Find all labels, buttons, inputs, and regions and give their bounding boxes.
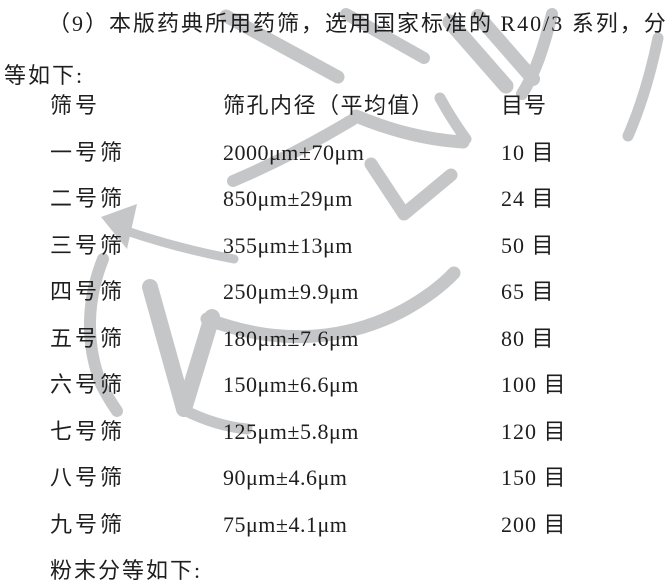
powder-grading-line: 粉末分等如下: xyxy=(50,558,203,583)
sieve-no-cell: 一号筛 xyxy=(50,139,126,165)
aperture-cell: 850μm±29μm xyxy=(223,186,353,211)
mesh-cell: 24 目 xyxy=(501,186,555,211)
mesh-cell: 10 目 xyxy=(501,139,555,165)
mesh-cell: 50 目 xyxy=(501,232,555,258)
aperture-cell: 250μm±9.9μm xyxy=(223,279,359,304)
header-sieve-no-cell: 筛号 xyxy=(50,93,101,118)
aperture-cell: 75μm±4.1μm xyxy=(223,511,348,537)
table-row: 七号筛 125μm±5.8μm 120 目 xyxy=(0,409,665,456)
table-row: 九号筛 75μm±4.1μm 200 目 xyxy=(0,502,665,549)
table-row: 八号筛 90μm±4.6μm 150 目 xyxy=(0,455,665,502)
aperture-cell: 90μm±4.6μm xyxy=(223,465,348,490)
sieve-no-cell: 八号筛 xyxy=(50,465,126,490)
mesh-cell: 100 目 xyxy=(501,372,567,397)
sieve-no-cell: 五号筛 xyxy=(50,325,126,351)
table-row: 一号筛 2000μm±70μm 10 目 xyxy=(0,130,665,177)
table-row: 二号筛 850μm±29μm 24 目 xyxy=(0,176,665,223)
mesh-cell: 200 目 xyxy=(501,511,567,537)
mesh-cell: 65 目 xyxy=(501,279,555,304)
sieve-no-cell: 九号筛 xyxy=(50,511,126,537)
aperture-cell: 125μm±5.8μm xyxy=(223,418,359,444)
header-mesh-cell: 目号 xyxy=(501,93,548,118)
mesh-cell: 120 目 xyxy=(501,418,567,444)
sieve-no-cell: 六号筛 xyxy=(50,372,126,397)
sieve-table: 筛号 筛孔内径（平均值） 目号一号筛 2000μm±70μm 10 目二号筛 850μm±… xyxy=(0,83,665,548)
aperture-cell: 2000μm±70μm xyxy=(223,139,365,165)
mesh-cell: 150 目 xyxy=(501,465,567,490)
intro-paragraph-line-2: 等如下: xyxy=(4,63,85,88)
sieve-no-cell: 四号筛 xyxy=(50,279,126,304)
intro-paragraph-line-1: （9）本版药典所用药筛，选用国家标准的 R40/3 系列，分 xyxy=(48,11,665,36)
table-row: 六号筛 150μm±6.6μm 100 目 xyxy=(0,362,665,409)
table-row: 四号筛 250μm±9.9μm 65 目 xyxy=(0,269,665,316)
table-header-row: 筛号 筛孔内径（平均值） 目号 xyxy=(0,83,665,130)
header-aperture-cell: 筛孔内径（平均值） xyxy=(223,93,435,118)
aperture-cell: 355μm±13μm xyxy=(223,232,353,258)
table-row: 三号筛 355μm±13μm 50 目 xyxy=(0,223,665,270)
sieve-no-cell: 三号筛 xyxy=(50,232,126,258)
aperture-cell: 150μm±6.6μm xyxy=(223,372,359,397)
mesh-cell: 80 目 xyxy=(501,325,555,351)
sieve-no-cell: 七号筛 xyxy=(50,418,126,444)
aperture-cell: 180μm±7.6μm xyxy=(223,325,359,351)
sieve-no-cell: 二号筛 xyxy=(50,186,126,211)
table-row: 五号筛 180μm±7.6μm 80 目 xyxy=(0,316,665,363)
